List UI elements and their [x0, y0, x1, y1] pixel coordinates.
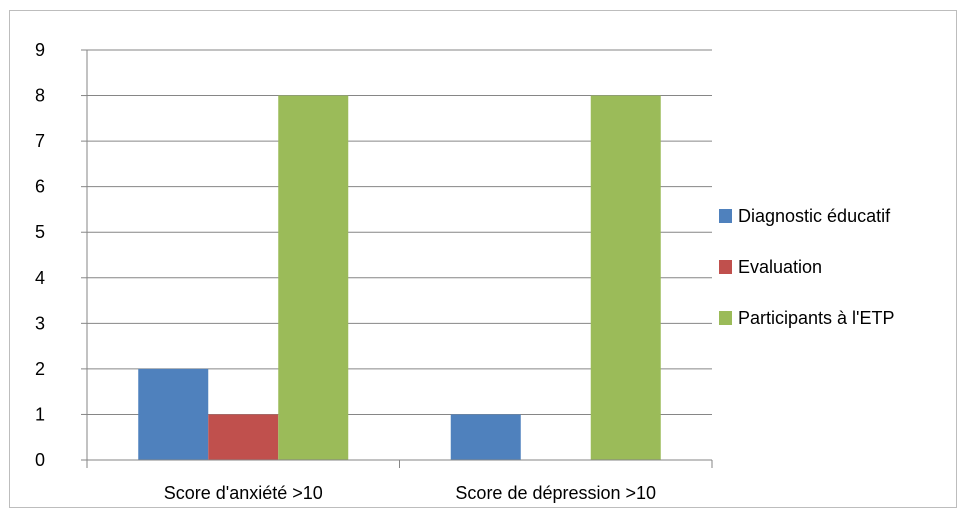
y-tick-label: 9 [35, 40, 45, 60]
y-tick-label: 5 [35, 222, 45, 242]
y-tick-label: 4 [35, 268, 45, 288]
legend: Diagnostic éducatif Evaluation Participant… [719, 206, 895, 328]
legend-label: Diagnostic éducatif [738, 206, 891, 226]
bar [450, 414, 521, 460]
y-tick-label: 0 [35, 450, 45, 470]
legend-swatch [719, 260, 732, 274]
legend-label: Evaluation [738, 257, 822, 277]
legend-swatch [719, 209, 732, 223]
y-tick-label: 1 [35, 404, 45, 424]
legend-swatch [719, 311, 732, 325]
x-category-label: Score d'anxiété >10 [164, 483, 323, 503]
y-tick-label: 6 [35, 177, 45, 197]
axes [81, 49, 713, 468]
bar [208, 414, 279, 460]
x-category-label: Score de dépression >10 [455, 483, 656, 503]
y-tick-label: 8 [35, 86, 45, 106]
y-tick-label: 2 [35, 359, 45, 379]
bar [590, 95, 661, 461]
x-category-labels: Score d'anxiété >10 Score de dépression >… [164, 483, 656, 503]
legend-label: Participants à l'ETP [738, 308, 895, 328]
y-tick-label: 7 [35, 131, 45, 151]
bars [138, 95, 661, 461]
y-tick-labels: 0 1 2 3 4 5 6 7 8 9 [35, 40, 45, 470]
bar [138, 368, 209, 460]
bar [278, 95, 349, 461]
y-tick-label: 3 [35, 313, 45, 333]
